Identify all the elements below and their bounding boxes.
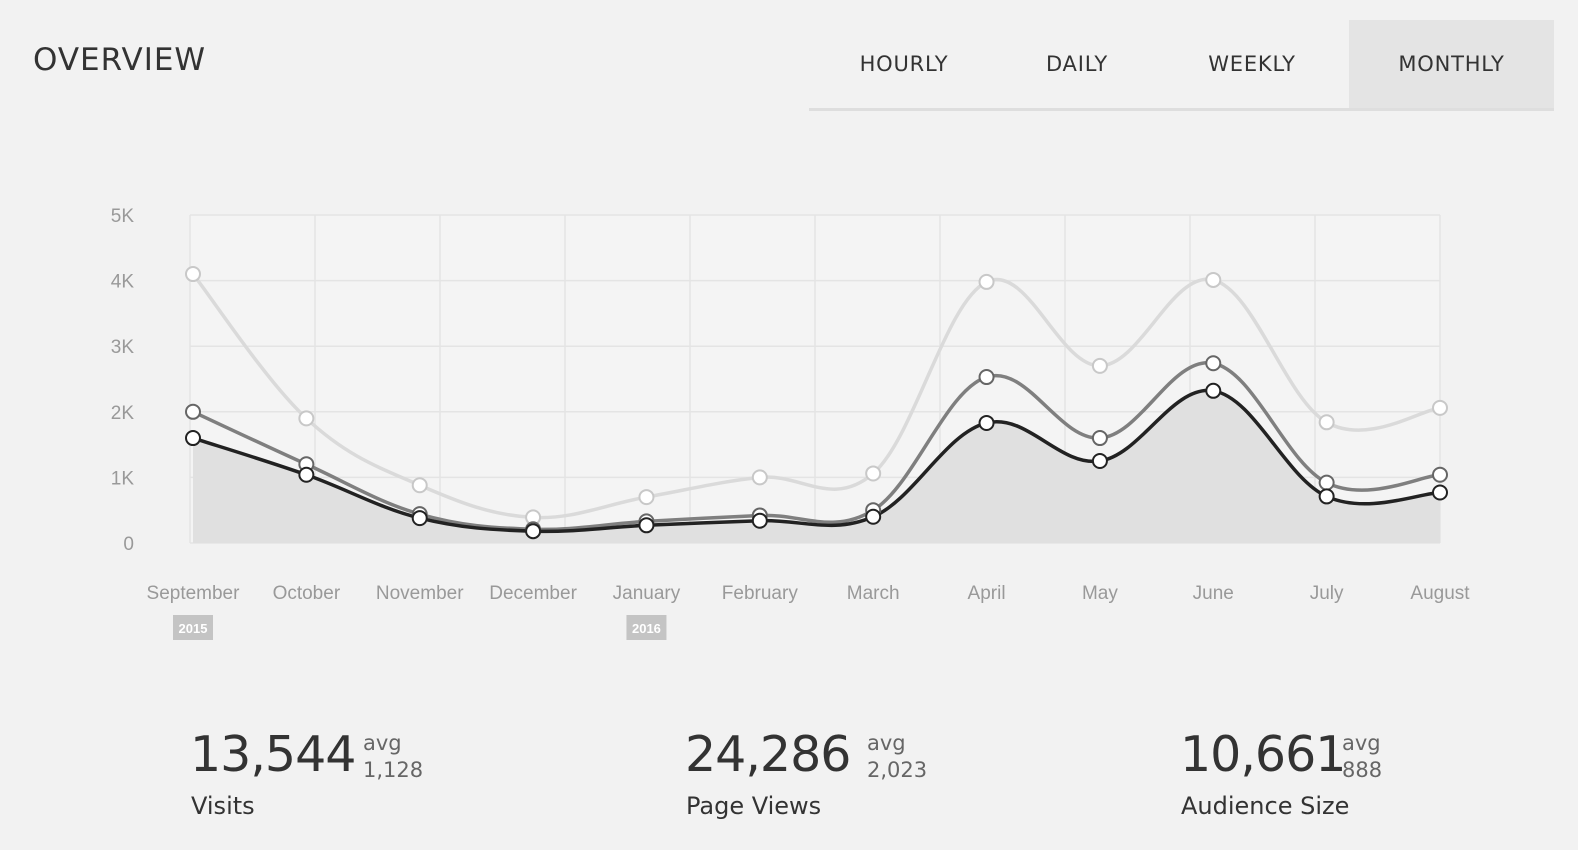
x-tick-label: December — [489, 583, 577, 604]
x-tick-label: November — [376, 583, 464, 604]
series-2-point-11 — [1318, 474, 1335, 491]
page-title: OVERVIEW — [33, 42, 207, 78]
y-tick-label: 4K — [111, 272, 135, 293]
series-1-point-3 — [411, 477, 428, 494]
stat-visits-avg-value: 1,128 — [363, 758, 424, 782]
stat-page-views-label: Page Views — [686, 792, 822, 820]
y-tick-label: 5K — [111, 206, 135, 227]
series-2-point-1 — [185, 403, 201, 420]
x-tick-label: May — [1082, 583, 1118, 604]
stat-page-views-value: 24,286 — [685, 726, 851, 783]
y-tick-label: 1K — [111, 468, 135, 489]
series-3-area — [193, 390, 1440, 543]
tab-monthly[interactable]: MONTHLY — [1349, 20, 1554, 108]
series-2-line — [192, 361, 1441, 532]
tab-hourly[interactable]: HOURLY — [859, 52, 949, 76]
y-tick-label: 0 — [123, 534, 134, 555]
series-1-point-10 — [1205, 271, 1222, 288]
series-3-point-5 — [638, 517, 655, 534]
x-tick-label: August — [1410, 583, 1470, 604]
series-3-point-2 — [298, 466, 315, 483]
stat-audience-size-avg-value: 888 — [1342, 758, 1383, 782]
series-3-point-1 — [185, 430, 201, 447]
period-tabs: HOURLY DAILY WEEKLY MONTHLY — [809, 20, 1554, 111]
series-2-point-8 — [978, 369, 995, 386]
x-tick-label: June — [1193, 583, 1234, 604]
series-3-point-4 — [525, 523, 542, 540]
year-badge — [626, 615, 667, 640]
series-1-point-1 — [185, 266, 201, 283]
stat-audience-size-value: 10,661 — [1180, 726, 1346, 783]
series-1-point-9 — [1091, 357, 1108, 374]
series-1-point-11 — [1318, 414, 1335, 431]
tab-weekly[interactable]: WEEKLY — [1208, 52, 1296, 76]
series-1-point-2 — [298, 410, 315, 427]
series-3-point-7 — [865, 508, 882, 525]
stat-visits-avg-label: avg — [363, 731, 402, 755]
tab-daily[interactable]: DAILY — [1045, 52, 1109, 76]
stat-visits-label: Visits — [191, 792, 255, 820]
x-tick-label: October — [273, 583, 341, 604]
traffic-line-chart: 0 1K 2K 3K 4K 5K September October November Decem… — [111, 206, 1470, 640]
year-badge-label: 2016 — [632, 621, 661, 636]
stat-audience-size-label: Audience Size — [1181, 792, 1350, 820]
series-3-point-3 — [411, 510, 428, 527]
series-2-point-10 — [1205, 355, 1222, 372]
stat-page-views-avg-label: avg — [867, 731, 906, 755]
stat-page-views-avg-value: 2,023 — [867, 758, 928, 782]
x-tick-label: January — [613, 583, 681, 604]
series-1-point-7 — [865, 465, 882, 482]
series-1-point-5 — [638, 489, 655, 506]
y-tick-label: 3K — [111, 337, 135, 358]
x-tick-label: September — [147, 583, 241, 604]
x-tick-label: March — [847, 583, 900, 604]
x-tick-label: July — [1310, 583, 1344, 604]
series-3-point-6 — [751, 512, 768, 529]
x-tick-label: February — [722, 583, 799, 604]
year-badge-label: 2015 — [179, 621, 208, 636]
series-3-point-12 — [1432, 484, 1448, 501]
series-3-point-11 — [1318, 488, 1335, 505]
series-1-point-12 — [1432, 399, 1448, 416]
stat-visits-value: 13,544 — [190, 726, 356, 783]
y-tick-label: 2K — [111, 403, 135, 424]
series-1-point-6 — [751, 469, 768, 486]
x-tick-label: April — [968, 583, 1006, 604]
series-3-point-10 — [1205, 382, 1222, 399]
stat-audience-size-avg-label: avg — [1342, 731, 1381, 755]
year-badge — [173, 615, 213, 640]
series-2-point-12 — [1432, 466, 1448, 483]
series-3-point-8 — [978, 414, 995, 431]
series-1-point-8 — [978, 273, 995, 290]
series-3-point-9 — [1091, 453, 1108, 469]
series-2-point-9 — [1091, 430, 1108, 447]
